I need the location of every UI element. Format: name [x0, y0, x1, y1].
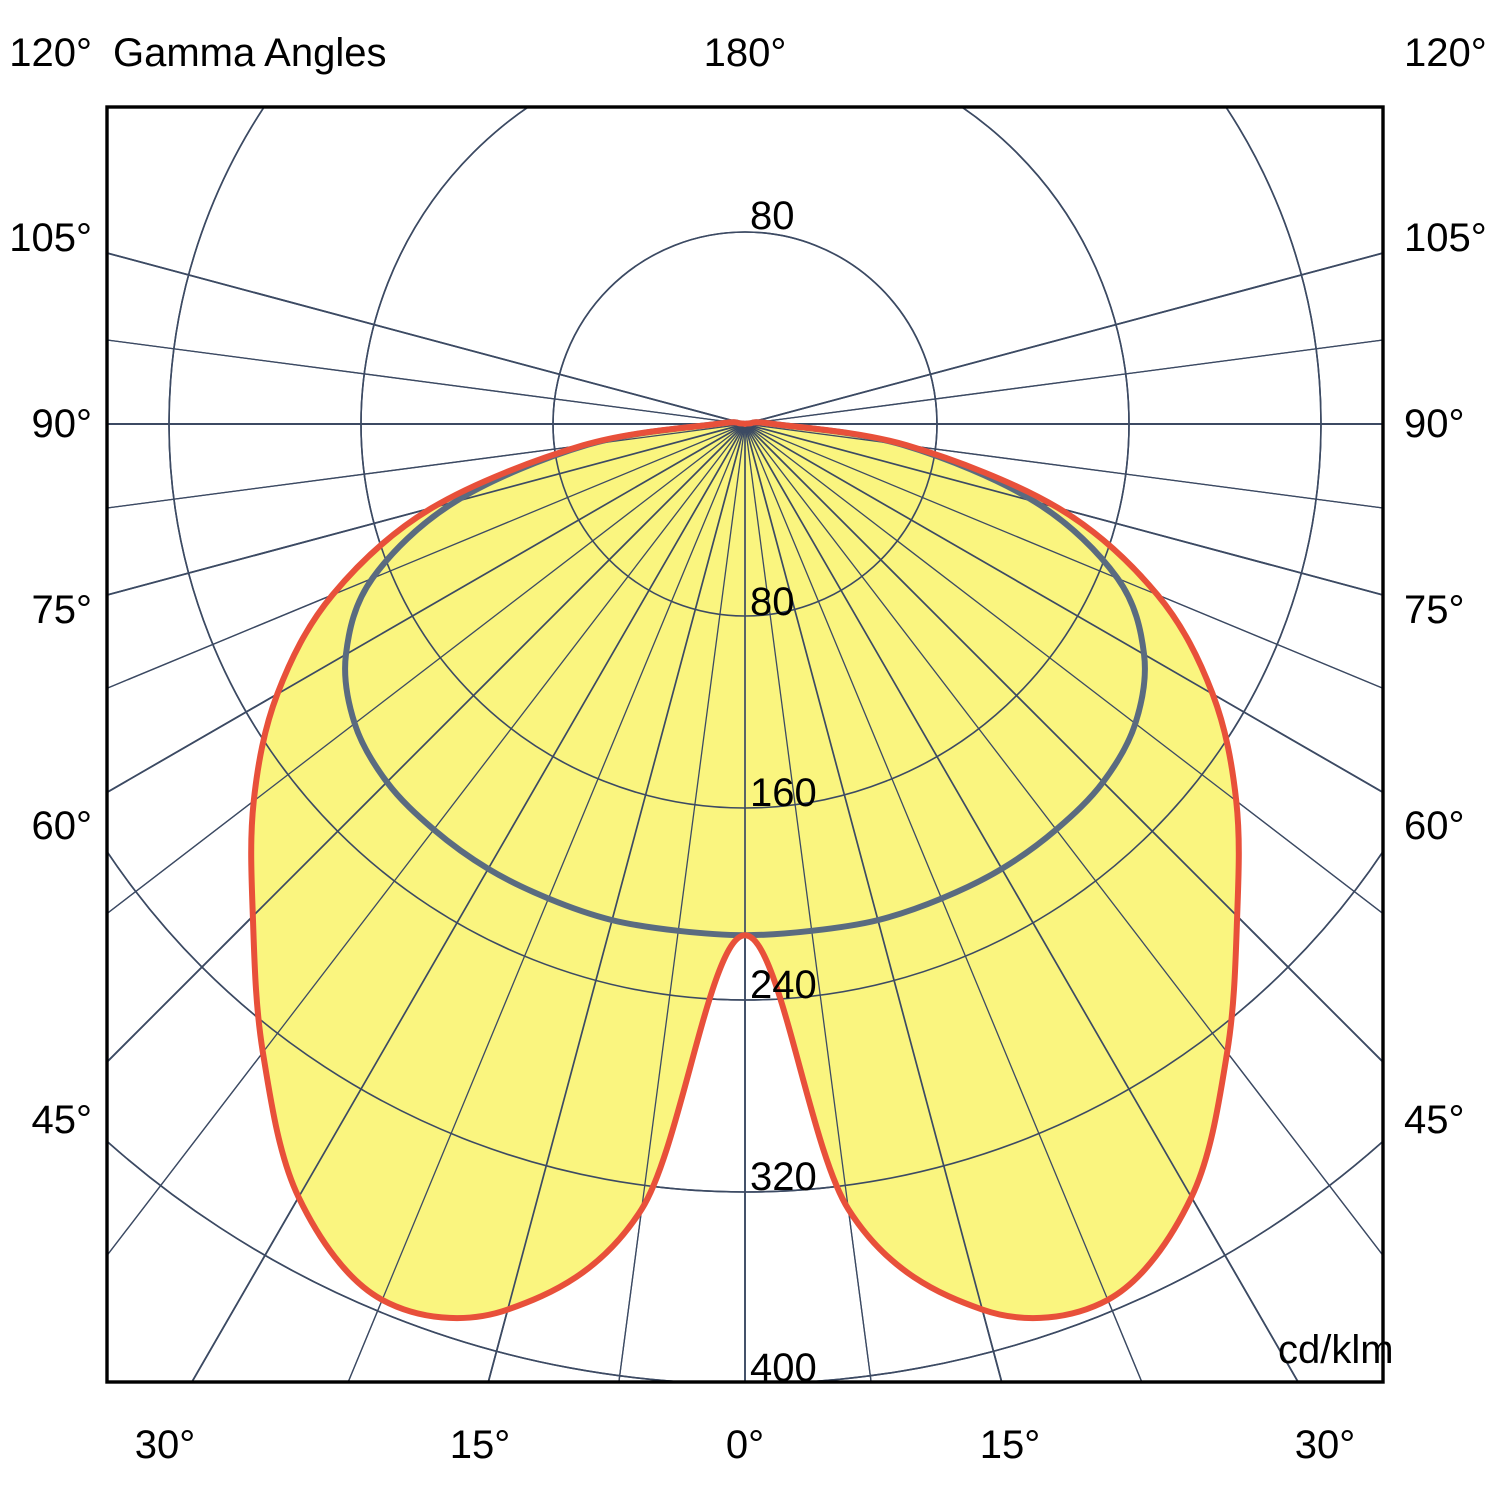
gamma-label-right-60: 60°: [1404, 804, 1465, 848]
gamma-label-left-90: 90°: [31, 402, 93, 446]
gamma-label-bottom-2: 0°: [725, 1423, 765, 1467]
gamma-label-bottom-3: 15°: [979, 1423, 1041, 1467]
radial-scale-label-240: 240: [750, 963, 817, 1007]
gamma-label-left-105: 105°: [9, 216, 92, 260]
page-title: Gamma Angles: [113, 31, 387, 75]
gamma-label-bottom-4: 30°: [1294, 1423, 1356, 1467]
radial-scale-label-80: 80: [750, 580, 795, 624]
gamma-label-right-45: 45°: [1404, 1098, 1465, 1142]
plot-frame: [105, 105, 1385, 1384]
gamma-label-right-120: 120°: [1404, 31, 1487, 75]
radial-scale-label-320: 320: [750, 1155, 817, 1199]
gamma-label-top: 180°: [703, 31, 787, 75]
gamma-label-left-120: 120°: [9, 31, 92, 75]
gamma-label-left-75: 75°: [31, 588, 93, 632]
radial-scale-label-160: 160: [750, 771, 817, 815]
gamma-label-right-90: 90°: [1404, 402, 1465, 446]
unit-label: cd/klm: [1278, 1328, 1394, 1372]
gamma-label-right-75: 75°: [1404, 588, 1465, 632]
gamma-label-bottom-0: 30°: [134, 1423, 196, 1467]
gamma-label-right-105: 105°: [1404, 216, 1487, 260]
radial-scale-label-80: 80: [750, 194, 795, 238]
gamma-label-left-60: 60°: [31, 804, 93, 848]
gamma-label-left-45: 45°: [31, 1098, 93, 1142]
radial-scale-label-400: 400: [750, 1346, 817, 1390]
gamma-label-bottom-1: 15°: [449, 1423, 511, 1467]
